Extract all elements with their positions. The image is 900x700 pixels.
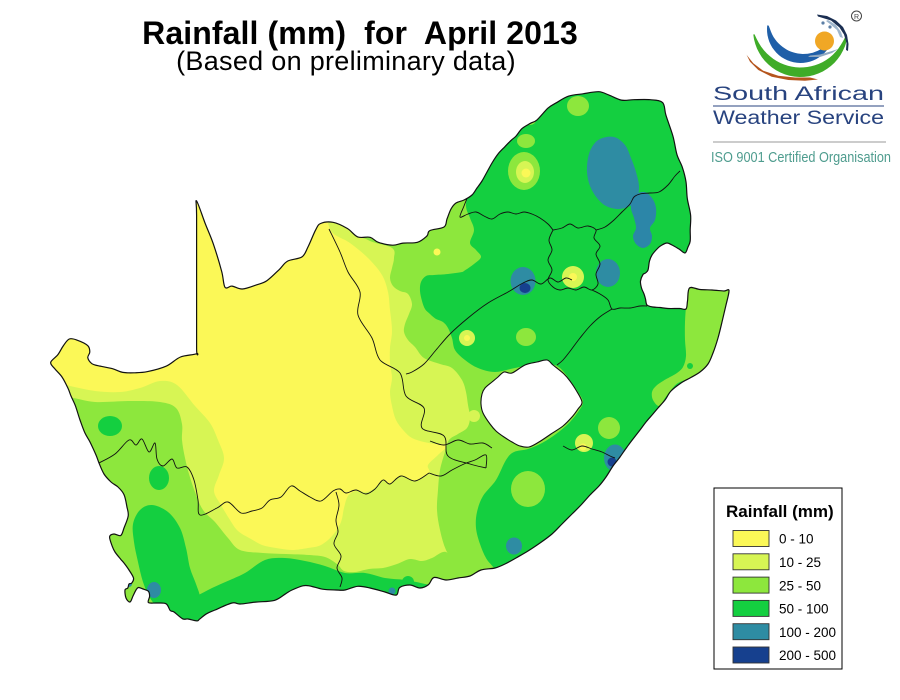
svg-text:R: R <box>854 14 859 21</box>
svg-text:Weather Service: Weather Service <box>713 108 884 129</box>
svg-text:25 - 50: 25 - 50 <box>779 578 821 593</box>
svg-text:Rainfall (mm) for April 2013: Rainfall (mm) for April 2013 <box>142 15 578 51</box>
svg-text:0 - 10: 0 - 10 <box>779 532 814 547</box>
svg-text:50 - 100: 50 - 100 <box>779 602 829 617</box>
svg-text:200 - 500: 200 - 500 <box>779 648 836 663</box>
svg-text:South African: South African <box>713 84 884 105</box>
svg-text:10 - 25: 10 - 25 <box>779 555 821 570</box>
svg-text:100 - 200: 100 - 200 <box>779 625 836 640</box>
svg-text:(Based on preliminary data): (Based on preliminary data) <box>176 46 516 76</box>
svg-text:ISO 9001 Certified Organisatio: ISO 9001 Certified Organisation <box>711 150 891 166</box>
svg-text:Rainfall (mm): Rainfall (mm) <box>726 502 834 521</box>
